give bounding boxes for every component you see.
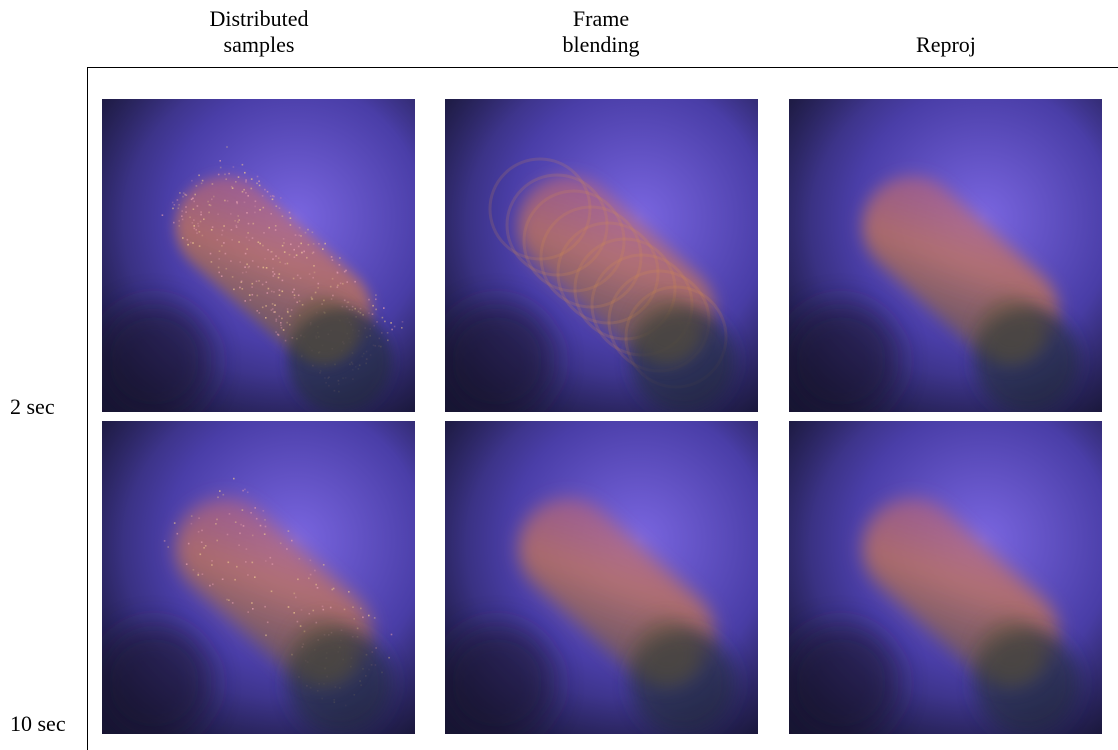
render-panel-frame-blending-10-sec bbox=[445, 421, 758, 734]
render-panel-frame-blending-2-sec bbox=[445, 99, 758, 412]
render-image bbox=[445, 421, 758, 734]
frame-left-line bbox=[87, 67, 88, 750]
render-image bbox=[445, 99, 758, 412]
render-panel-distributed-samples-10-sec bbox=[102, 421, 415, 734]
render-panel-reproj-2-sec bbox=[789, 99, 1102, 412]
row-label-2-sec: 2 sec bbox=[10, 394, 55, 419]
column-header-distributed-samples: Distributed samples bbox=[209, 6, 309, 57]
render-image bbox=[102, 99, 415, 412]
row-label-10-sec: 10 sec bbox=[10, 711, 66, 736]
render-panel-reproj-10-sec bbox=[789, 421, 1102, 734]
column-header-reproj: Reproj bbox=[916, 32, 976, 57]
render-image bbox=[789, 99, 1102, 412]
frame-top-line bbox=[87, 67, 1118, 68]
column-header-frame-blending: Frame blending bbox=[562, 6, 640, 57]
render-image bbox=[789, 421, 1102, 734]
render-panel-distributed-samples-2-sec bbox=[102, 99, 415, 412]
render-image bbox=[102, 421, 415, 734]
